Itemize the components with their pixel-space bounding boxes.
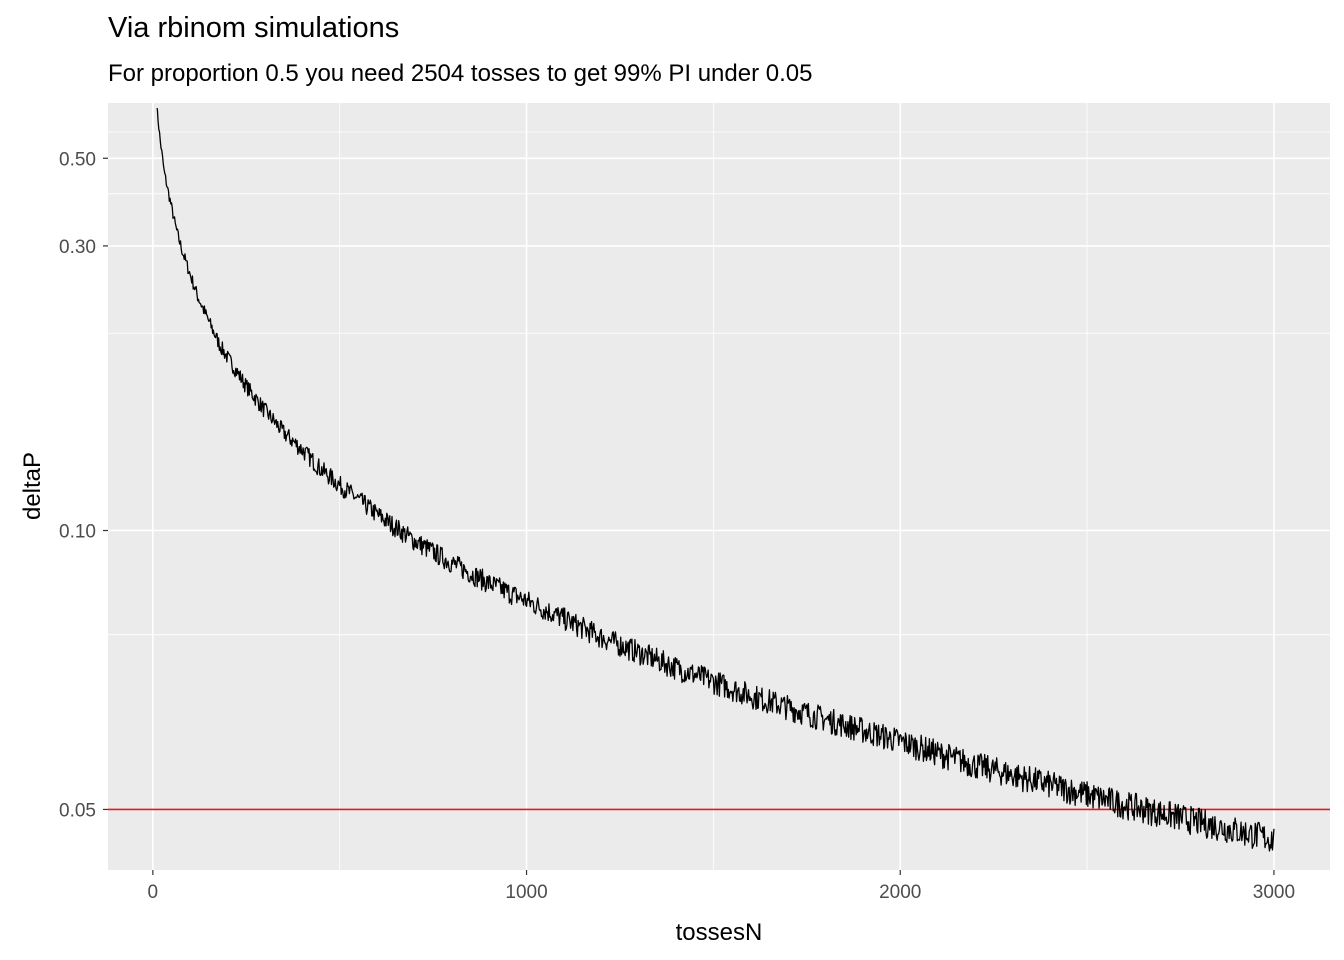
x-axis-title: tossesN — [676, 919, 763, 946]
x-tick-label: 2000 — [879, 882, 921, 903]
plot-panel — [108, 103, 1330, 870]
minor-gridlines — [108, 103, 1330, 870]
y-axis-ticks: 0.05 0.10 0.30 0.50 — [59, 149, 108, 821]
y-tick-label: 0.10 — [59, 522, 96, 543]
x-axis-ticks: 0 1000 2000 3000 — [148, 870, 1295, 903]
y-tick-label: 0.05 — [59, 800, 96, 821]
y-tick-label: 0.50 — [59, 149, 96, 170]
series-line — [156, 107, 1275, 852]
chart-title: Via rbinom simulations — [108, 12, 400, 44]
y-tick-label: 0.30 — [59, 237, 96, 258]
chart-subtitle: For proportion 0.5 you need 2504 tosses … — [108, 60, 813, 87]
x-tick-label: 0 — [148, 882, 159, 903]
series-group — [156, 107, 1275, 852]
x-tick-label: 1000 — [505, 882, 547, 903]
x-tick-label: 3000 — [1253, 882, 1295, 903]
y-axis-title: deltaP — [19, 452, 46, 520]
